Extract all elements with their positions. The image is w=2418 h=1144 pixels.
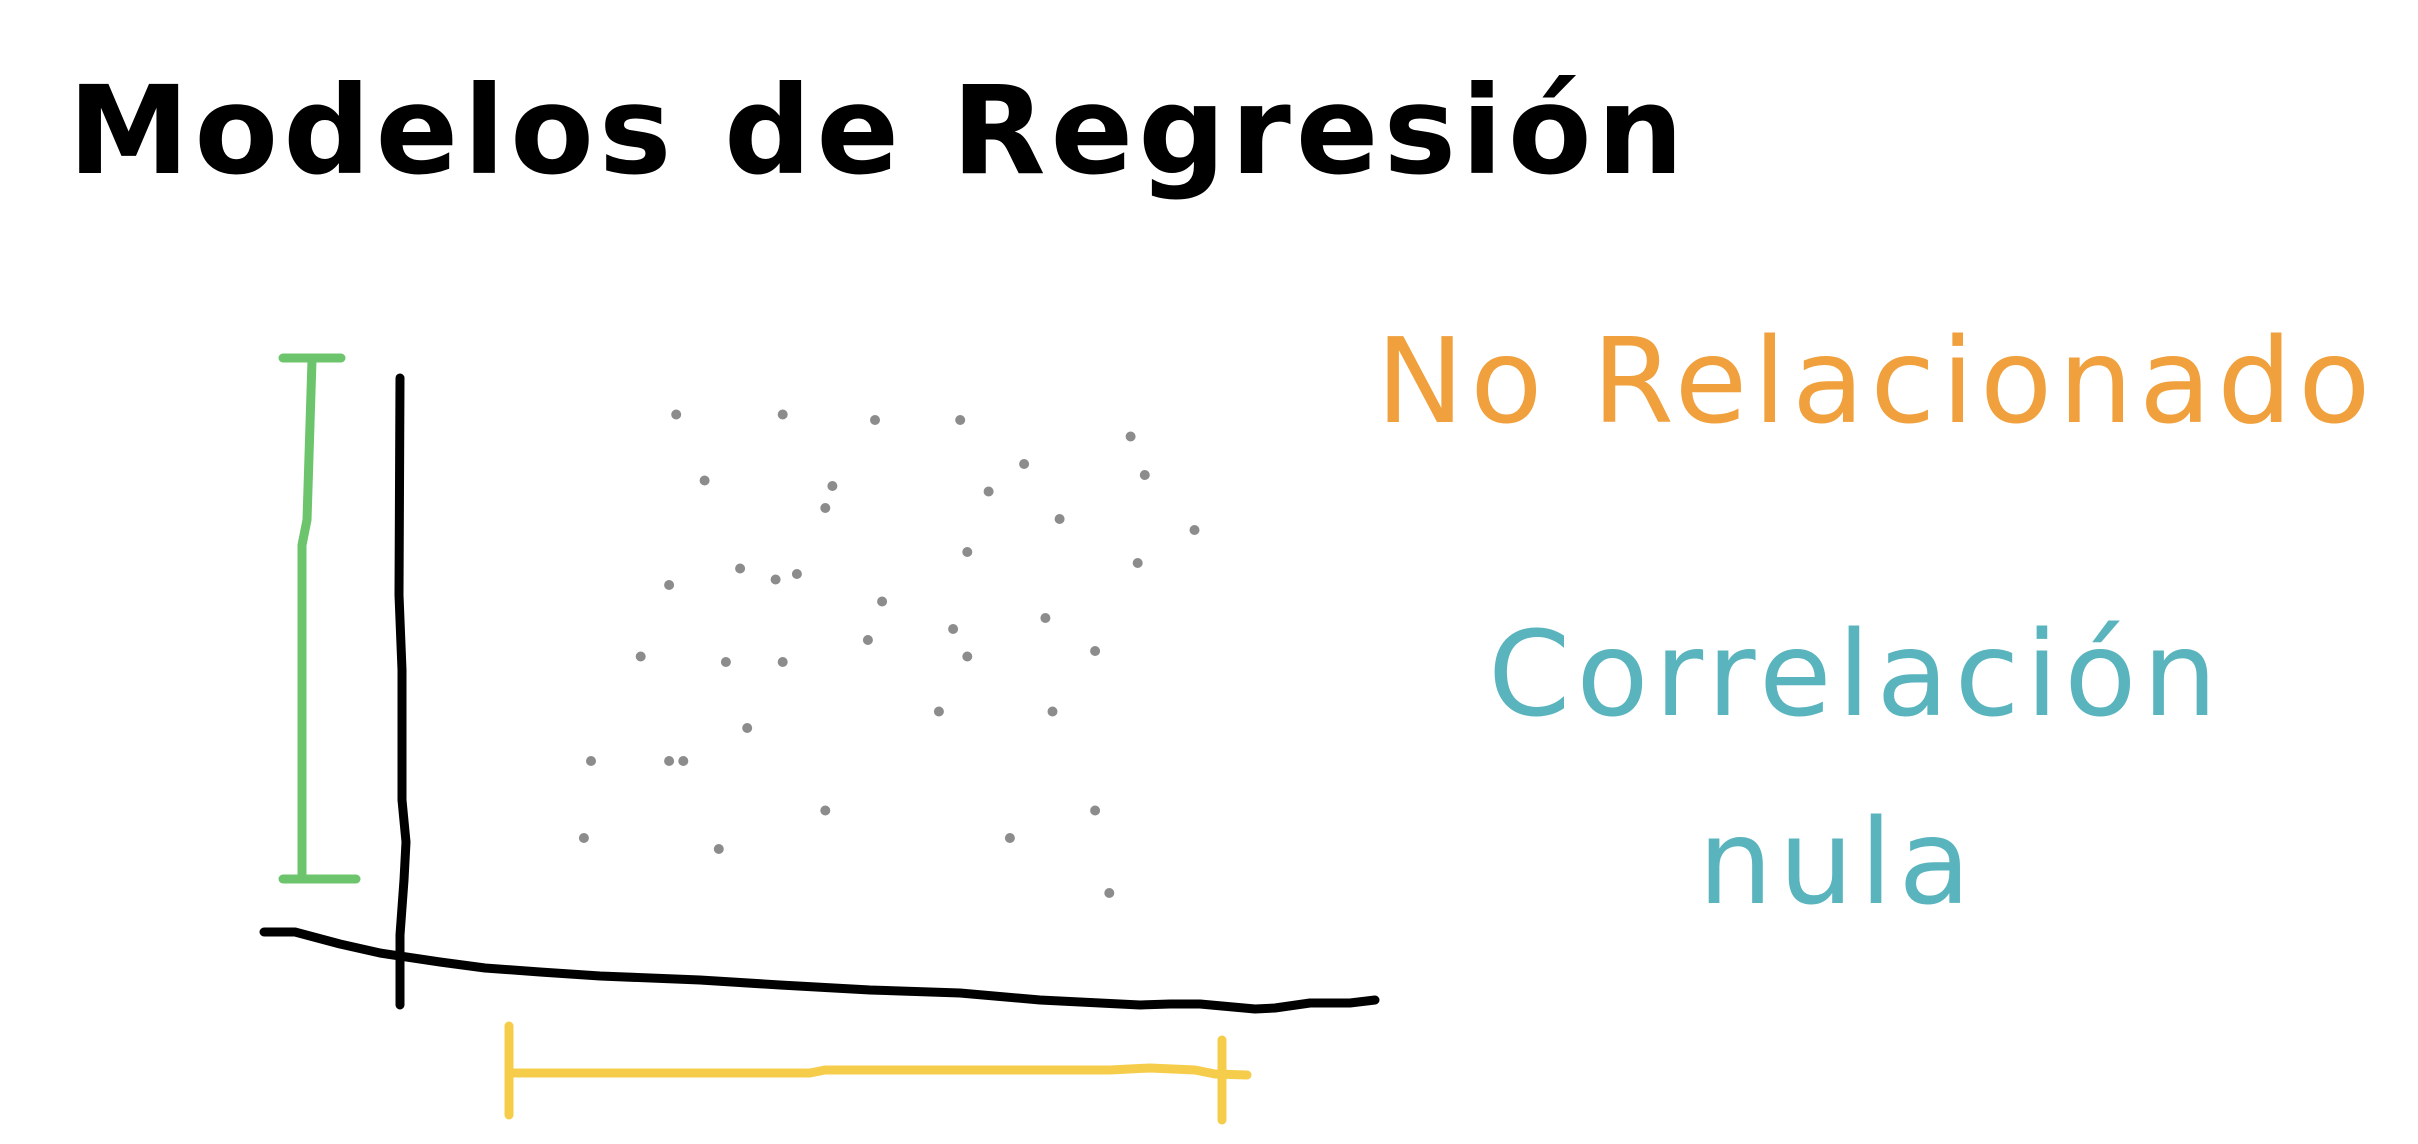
scatter-point [777,409,788,420]
scatter-point [713,844,724,854]
scatter-point [699,475,710,486]
scatter-point [1104,888,1115,898]
scatter-point [983,486,994,497]
label-correlacion: Correlación [1488,605,2224,743]
x-axis [259,927,1380,1014]
scatter-point [1132,558,1143,568]
scatter-point [933,706,944,717]
scatter-point [664,580,675,590]
scatter-point [1139,470,1150,480]
scatter-point [955,415,966,425]
page-title: Modelos de Regresión [68,60,1689,202]
scatter-point [735,563,746,574]
scatter-point [827,481,838,491]
scatter-point [948,624,959,634]
scatter-point [1189,525,1200,535]
scatter-point [742,723,753,733]
x-range-bracket [504,1021,1252,1125]
scatter-points [578,409,1200,898]
scatter-point [664,756,675,766]
label-nula: nula [1698,793,1977,931]
scatter-point [770,574,781,585]
scatter-point [678,756,689,766]
y-axis [394,373,411,1010]
scatter-point [1090,805,1101,816]
scatter-point [777,657,788,667]
scatter-point [1090,646,1101,656]
scatter-point [820,805,831,816]
scatter-point [820,503,831,513]
scatter-point [586,756,596,766]
scatter-point [862,635,873,645]
label-no-relacionado: No Relacionado [1376,312,2377,450]
scatter-point [1040,613,1051,623]
scatter-point [962,547,973,557]
scatter-point [1004,833,1015,843]
scatter-point [720,657,731,667]
scatter-point [635,651,646,662]
scatter-point [791,569,802,579]
scatter-point [962,651,973,662]
scatter-point [877,596,888,607]
scatter-point [671,409,682,420]
scatter-point [1019,459,1030,469]
scatter-point [1047,706,1058,717]
scatter-point [870,415,880,425]
scatter-point [1054,514,1065,524]
scatter-point [1125,431,1136,442]
y-range-bracket [278,353,361,884]
scatter-point [578,833,589,843]
